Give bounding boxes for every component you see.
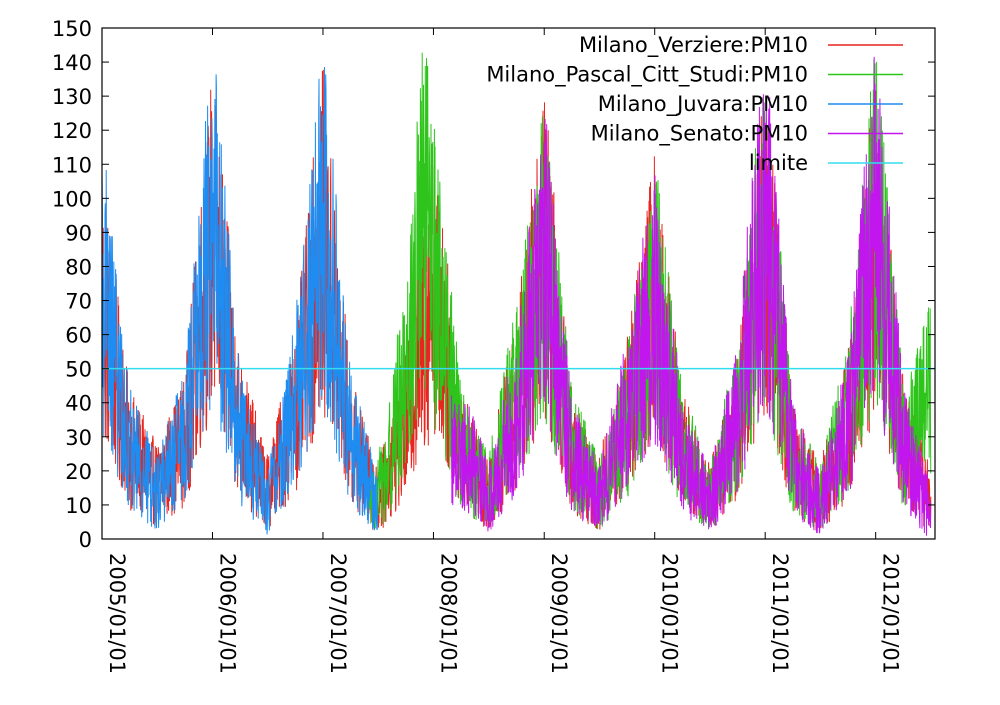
y-axis: 0 10 20 30 40 50 60 70 80 90 100 110 120 130 140 150 <box>52 17 935 552</box>
x-tick-label: 2005/01/01 <box>105 553 129 674</box>
y-tick-label: 140 <box>52 51 92 75</box>
plot-area <box>102 52 935 536</box>
x-tick-label: 2010/01/01 <box>658 553 682 674</box>
x-tick-label: 2008/01/01 <box>436 553 460 674</box>
y-tick-label: 20 <box>65 460 92 484</box>
y-tick-label: 0 <box>79 528 92 552</box>
series-line-3 <box>102 67 379 535</box>
y-tick-label: 80 <box>65 255 92 279</box>
x-tick-label: 2011/01/01 <box>768 553 792 674</box>
y-tick-label: 100 <box>52 187 92 211</box>
x-tick-label: 2007/01/01 <box>326 553 350 674</box>
y-tick-label: 120 <box>52 119 92 143</box>
y-tick-label: 60 <box>65 324 92 348</box>
legend-label: Milano_Verziere:PM10 <box>579 33 808 58</box>
x-tick-label: 2006/01/01 <box>215 553 239 674</box>
legend-label: Milano_Pascal_Citt_Studi:PM10 <box>486 63 808 88</box>
legend-label: Milano_Juvara:PM10 <box>598 92 808 117</box>
y-tick-label: 50 <box>65 358 92 382</box>
series-line-4 <box>451 56 932 536</box>
x-tick-label: 2009/01/01 <box>547 553 571 674</box>
y-tick-label: 130 <box>52 85 92 109</box>
x-tick-label: 2012/01/01 <box>879 553 903 674</box>
legend-label: Milano_Senato:PM10 <box>591 122 808 147</box>
plot-frame <box>101 27 936 540</box>
y-tick-label: 150 <box>52 17 92 41</box>
legend: Milano_Verziere:PM10 Milano_Pascal_Citt_S… <box>486 33 903 175</box>
legend-label: limite <box>749 151 808 175</box>
y-tick-label: 70 <box>65 290 92 314</box>
x-axis: 2005/01/01 2006/01/01 2007/01/01 2008/01/01… <box>101 28 903 674</box>
y-tick-label: 30 <box>65 426 92 450</box>
y-tick-label: 110 <box>52 153 92 177</box>
y-tick-label: 10 <box>65 494 92 518</box>
y-tick-label: 90 <box>65 221 92 245</box>
y-tick-label: 40 <box>65 392 92 416</box>
